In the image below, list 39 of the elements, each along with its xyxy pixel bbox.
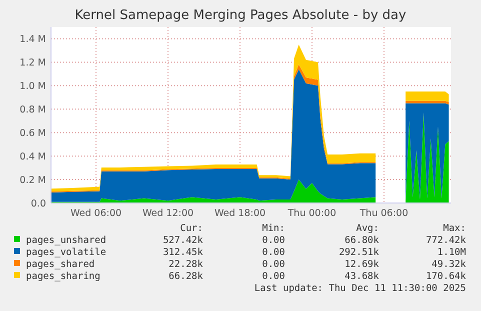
legend-label: pages_volatile bbox=[26, 247, 106, 258]
x-tick-label: Wed 06:00 bbox=[70, 208, 122, 219]
text: 0.00 bbox=[262, 271, 286, 282]
legend-label: pages_unshared bbox=[26, 235, 106, 246]
text: 312.45k bbox=[162, 247, 204, 258]
text: 292.51k bbox=[338, 247, 380, 258]
text: Avg: bbox=[356, 223, 379, 234]
y-tick-label: 1.0 M bbox=[20, 81, 46, 92]
text: 43.68k bbox=[344, 271, 380, 282]
text: 22.28k bbox=[168, 259, 204, 270]
x-tick-label: Thu 00:00 bbox=[286, 208, 336, 219]
legend-label: pages_shared bbox=[26, 259, 95, 270]
y-tick-label: 0.4 M bbox=[20, 152, 46, 163]
text: 12.69k bbox=[344, 259, 380, 270]
text: Cur: bbox=[180, 223, 203, 234]
chart-title: Kernel Samepage Merging Pages Absolute - by day bbox=[74, 8, 407, 23]
text: 170.64k bbox=[426, 271, 466, 282]
y-tick-label: 0.0 bbox=[30, 198, 46, 210]
text: 66.28k bbox=[168, 271, 204, 282]
text: 49.32k bbox=[432, 259, 466, 270]
legend-label: pages_sharing bbox=[26, 271, 100, 282]
text: 527.42k bbox=[162, 235, 204, 246]
x-tick-label: Thu 06:00 bbox=[358, 208, 408, 219]
text: Last update: Thu Dec 11 11:30:00 2025 bbox=[254, 283, 466, 294]
x-tick-label: Wed 18:00 bbox=[214, 208, 266, 219]
y-tick-label: 1.4 M bbox=[20, 34, 46, 46]
y-tick-label: 1.2 M bbox=[20, 58, 46, 69]
y-tick-label: 0.2 M bbox=[20, 175, 46, 186]
text: Min: bbox=[262, 223, 285, 234]
text: Max: bbox=[443, 223, 466, 234]
text: 772.42k bbox=[426, 235, 466, 246]
text: 0.00 bbox=[262, 235, 286, 246]
text: 0.00 bbox=[262, 247, 286, 258]
text: 1.10M bbox=[437, 247, 466, 258]
y-tick-label: 0.8 M bbox=[20, 104, 46, 116]
text: 66.80k bbox=[344, 235, 380, 246]
text: 0.00 bbox=[262, 259, 286, 270]
x-tick-label: Wed 12:00 bbox=[142, 208, 194, 219]
y-tick-label: 0.6 M bbox=[20, 128, 46, 140]
